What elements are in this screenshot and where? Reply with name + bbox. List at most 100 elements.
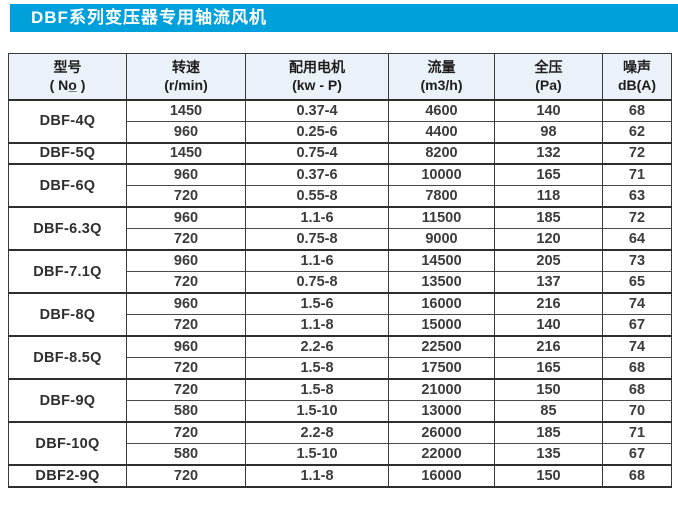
value-cell: 960 [126,335,246,358]
value-cell: 68 [602,98,672,121]
value-cell: 216 [494,292,603,315]
value-cell: 63 [602,185,672,207]
col-header-flow: 流量 (m3/h) [388,53,495,101]
value-cell: 67 [602,443,672,465]
table-row: DBF-7.1Q 960 1.1-6 14500 205 73 [8,249,672,293]
table-row: DBF-4Q 1450 0.37-4 4600 140 68 [8,98,672,143]
col-header-flow-label: 流量 [427,59,456,76]
col-header-model-unit: ( No̲ ) [49,77,86,94]
value-cell: 68 [602,464,672,487]
value-cell: 720 [126,314,246,336]
col-header-pressure-label: 全压 [534,59,563,76]
table-row: 720 0.55-8 7800 118 63 [9,185,672,207]
table-row: 720 1.5-8 17500 165 68 [9,357,672,379]
header-row: 型号 ( No̲ ) 转速 (r/min) 配用电机 (kw - P) 流量 (… [8,53,672,101]
value-cell: 4600 [388,98,495,121]
table-row: DBF-9Q 720 1.5-8 21000 150 68 [8,378,672,422]
table-row: 580 1.5-10 13000 85 70 [9,400,672,422]
model-cell: DBF-6.3Q [8,206,127,250]
table-row: 720 0.75-8 13500 137 65 [9,271,672,293]
value-cell: 140 [494,314,603,336]
table-row: DBF-8.5Q 960 2.2-6 22500 216 74 [8,335,672,379]
model-cell: DBF-8.5Q [8,335,127,379]
value-cell: 62 [602,120,672,143]
value-cell: 13000 [388,400,495,422]
value-cell: 16000 [388,292,495,315]
value-cell: 960 [126,120,246,143]
value-cell: 720 [126,228,246,250]
value-cell: 1.1-6 [245,206,389,229]
value-cell: 71 [602,421,672,444]
value-cell: 7800 [388,185,495,207]
value-cell: 140 [494,98,603,121]
col-header-noise: 噪声 dB(A) [602,53,672,101]
table-row: 580 1.5-10 22000 135 67 [9,443,672,465]
table-body: DBF-4Q 1450 0.37-4 4600 140 68 960 0.25-6 4400 98… [8,98,672,487]
value-cell: 16000 [388,464,495,487]
table-row: DBF-8Q 960 1.5-6 16000 216 74 [8,292,672,336]
value-cell: 150 [494,378,603,401]
value-cell: 1.5-10 [245,400,389,422]
value-cell: 1.5-8 [245,378,389,401]
value-cell: 960 [126,163,246,186]
col-header-motor-label: 配用电机 [289,59,345,76]
value-cell: 9000 [388,228,495,250]
model-cell: DBF2-9Q [8,464,127,487]
value-cell: 960 [126,292,246,315]
value-cell: 2.2-6 [245,335,389,358]
value-cell: 216 [494,335,603,358]
value-cell: 1.1-8 [245,464,389,487]
value-cell: 720 [126,378,246,401]
value-cell: 22000 [388,443,495,465]
value-cell: 72 [602,206,672,229]
table-row: DBF-6Q 960 0.37-6 10000 165 71 [8,163,672,207]
value-cell: 150 [494,464,603,487]
model-cell: DBF-7.1Q [8,249,127,293]
col-header-noise-label: 噪声 [623,59,651,76]
value-cell: 1450 [126,98,246,121]
value-cell: 132 [494,141,603,164]
value-cell: 72 [602,141,672,164]
value-cell: 135 [494,443,603,465]
value-cell: 1.5-6 [245,292,389,315]
value-cell: 118 [494,185,603,207]
value-cell: 26000 [388,421,495,444]
model-cell: DBF-10Q [8,421,127,465]
value-cell: 0.37-4 [245,98,389,121]
value-cell: 13500 [388,271,495,293]
col-header-model: 型号 ( No̲ ) [8,53,127,101]
value-cell: 21000 [388,378,495,401]
col-header-speed: 转速 (r/min) [126,53,246,101]
model-cell: DBF-8Q [8,292,127,336]
col-header-speed-unit: (r/min) [164,77,208,94]
value-cell: 64 [602,228,672,250]
col-header-motor: 配用电机 (kw - P) [245,53,389,101]
value-cell: 71 [602,163,672,186]
table-row: 960 0.25-6 4400 98 62 [9,120,672,143]
table-header: 型号 ( No̲ ) 转速 (r/min) 配用电机 (kw - P) 流量 (… [8,53,672,101]
value-cell: 165 [494,163,603,186]
value-cell: 0.75-4 [245,141,389,164]
value-cell: 14500 [388,249,495,272]
value-cell: 580 [126,400,246,422]
model-cell: DBF-5Q [8,141,127,164]
col-header-speed-label: 转速 [172,59,200,76]
table-row: DBF-10Q 720 2.2-8 26000 185 71 [8,421,672,465]
value-cell: 8200 [388,141,495,164]
value-cell: 185 [494,206,603,229]
value-cell: 1.1-8 [245,314,389,336]
value-cell: 68 [602,357,672,379]
value-cell: 85 [494,400,603,422]
value-cell: 120 [494,228,603,250]
value-cell: 70 [602,400,672,422]
value-cell: 0.55-8 [245,185,389,207]
value-cell: 10000 [388,163,495,186]
value-cell: 165 [494,357,603,379]
table-row: 720 0.75-8 9000 120 64 [9,228,672,250]
value-cell: 0.25-6 [245,120,389,143]
value-cell: 720 [126,271,246,293]
value-cell: 185 [494,421,603,444]
value-cell: 205 [494,249,603,272]
table-row: 720 1.1-8 15000 140 67 [9,314,672,336]
value-cell: 0.75-8 [245,228,389,250]
